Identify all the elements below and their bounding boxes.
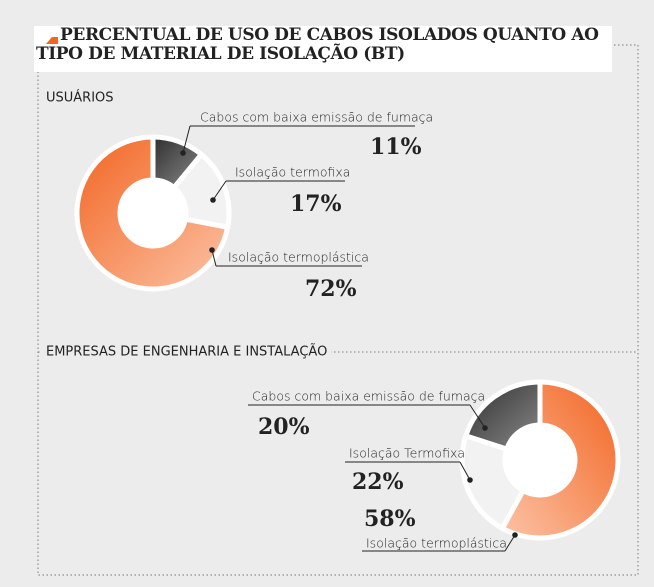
title-bg — [34, 26, 612, 72]
leader-dot — [512, 532, 518, 538]
leader-dot — [210, 197, 216, 203]
leader-dot — [482, 425, 488, 431]
leader — [212, 180, 227, 201]
value-label: 20% — [258, 414, 310, 440]
slice-label: Isolação termofixa — [235, 165, 350, 180]
section-title: EMPRESAS DE ENGENHARIA E INSTALAÇÃO — [46, 344, 327, 360]
leader — [469, 404, 486, 429]
slice-label: Isolação termoplástica — [228, 250, 369, 265]
title-box: PERCENTUAL DE USO DE CABOS ISOLADOS QUAN… — [36, 26, 599, 64]
value-label: 17% — [290, 191, 342, 217]
chart-title: PERCENTUAL DE USO DE CABOS ISOLADOS QUAN… — [36, 26, 599, 64]
value-label: 11% — [370, 134, 422, 160]
leader-dot — [180, 150, 186, 156]
section-title-bg — [42, 89, 118, 107]
section-title-bg — [42, 343, 332, 361]
section-title: USUÁRIOS — [46, 90, 114, 106]
slice-label: Isolação termoplástica — [366, 536, 507, 551]
title-marker — [46, 37, 58, 44]
value-label: 22% — [352, 469, 404, 495]
leader — [182, 125, 191, 154]
slice-label: Isolação Termofixa — [349, 446, 465, 461]
donut-hole — [505, 425, 575, 495]
leader — [459, 461, 471, 481]
value-label: 72% — [305, 276, 357, 302]
slice-label: Cabos com baixa emissão de fumaça — [200, 110, 433, 125]
leader-dot — [209, 247, 215, 253]
value-label: 58% — [364, 506, 416, 532]
leader-dot — [467, 477, 473, 483]
donut-hole — [120, 180, 186, 246]
leader — [504, 534, 516, 552]
slice-label: Cabos com baixa emissão de fumaça — [252, 389, 485, 404]
